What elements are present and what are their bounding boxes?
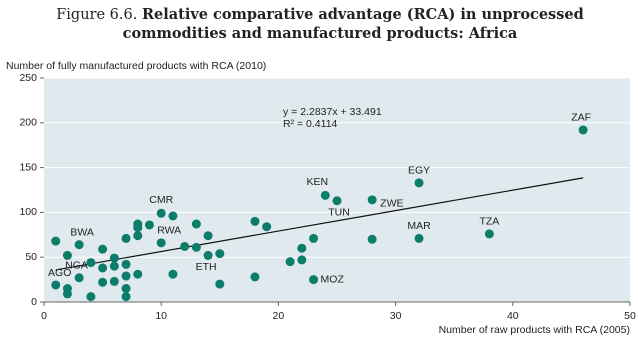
point xyxy=(86,292,96,302)
y-axis-label: Number of fully manufactured products wi… xyxy=(6,60,266,72)
point xyxy=(215,279,225,289)
point xyxy=(121,271,131,281)
point xyxy=(98,263,108,273)
x-tick-label: 30 xyxy=(390,310,402,322)
point xyxy=(309,275,319,285)
point-label: BWA xyxy=(70,226,94,238)
point-label: ZAF xyxy=(571,112,591,124)
point-label: TZA xyxy=(479,216,499,228)
point xyxy=(51,280,61,290)
point-label: ZWE xyxy=(380,198,403,210)
x-tick-label: 40 xyxy=(507,310,519,322)
point xyxy=(121,292,131,302)
point xyxy=(133,223,143,233)
point-label: RWA xyxy=(157,225,181,237)
point-label: KEN xyxy=(306,176,328,188)
point xyxy=(414,233,424,243)
point xyxy=(215,249,225,259)
x-tick-label: 50 xyxy=(624,310,636,322)
point xyxy=(168,269,178,279)
x-tick-label: 20 xyxy=(273,310,285,322)
point xyxy=(332,196,342,206)
point-label: NGA xyxy=(65,259,88,271)
point xyxy=(121,259,131,269)
point xyxy=(109,276,119,286)
y-tick-label: 50 xyxy=(25,251,37,263)
y-tick-label: 100 xyxy=(19,206,37,218)
x-axis-label: Number of raw products with RCA (2005) xyxy=(439,324,630,336)
point xyxy=(133,269,143,279)
point xyxy=(191,219,201,229)
point-label: ETH xyxy=(196,261,217,273)
point xyxy=(297,243,307,253)
point xyxy=(62,250,72,260)
point xyxy=(180,241,190,251)
equation: y = 2.2837x + 33.491 xyxy=(283,106,382,118)
point xyxy=(98,277,108,287)
point xyxy=(98,244,108,254)
point xyxy=(168,211,178,221)
title: Relative comparative advantage (RCA) in … xyxy=(142,6,584,23)
point xyxy=(109,253,119,263)
point xyxy=(191,242,201,252)
y-tick-label: 200 xyxy=(19,117,37,129)
y-tick-label: 150 xyxy=(19,161,37,173)
point xyxy=(297,255,307,265)
y-tick-label: 250 xyxy=(19,72,37,84)
point xyxy=(309,233,319,243)
x-tick-label: 10 xyxy=(155,310,167,322)
point xyxy=(156,238,166,248)
point xyxy=(62,289,72,299)
point xyxy=(133,231,143,241)
title-line-2: commodities and manufactured products: A… xyxy=(123,25,518,42)
point xyxy=(109,261,119,271)
point xyxy=(144,220,154,230)
point xyxy=(203,250,213,260)
point xyxy=(285,257,295,267)
point-label: MAR xyxy=(407,220,431,232)
x-tick-label: 0 xyxy=(41,310,47,322)
point-label: TUN xyxy=(328,207,350,219)
point xyxy=(121,233,131,243)
point xyxy=(74,240,84,250)
r-squared: R² = 0.4114 xyxy=(283,118,338,130)
point xyxy=(262,222,272,232)
y-tick-label: 0 xyxy=(31,296,37,308)
point xyxy=(51,236,61,246)
point xyxy=(156,208,166,218)
point xyxy=(121,284,131,294)
figure-label: Figure 6.6. xyxy=(56,7,137,23)
point xyxy=(484,229,494,239)
point-label: AGO xyxy=(48,267,71,279)
trendline xyxy=(55,177,584,271)
point xyxy=(320,190,330,200)
point xyxy=(367,234,377,244)
point xyxy=(74,273,84,283)
point-label: EGY xyxy=(408,165,430,177)
title-line-1: Figure 6.6. Relative comparative advanta… xyxy=(56,6,584,23)
point xyxy=(414,178,424,188)
point xyxy=(203,231,213,241)
point xyxy=(250,272,260,282)
point xyxy=(578,125,588,135)
point-label: CMR xyxy=(149,194,173,206)
point xyxy=(250,216,260,226)
plot-area xyxy=(44,78,630,302)
point-label: MOZ xyxy=(321,273,345,285)
point xyxy=(86,258,96,268)
point xyxy=(367,195,377,205)
